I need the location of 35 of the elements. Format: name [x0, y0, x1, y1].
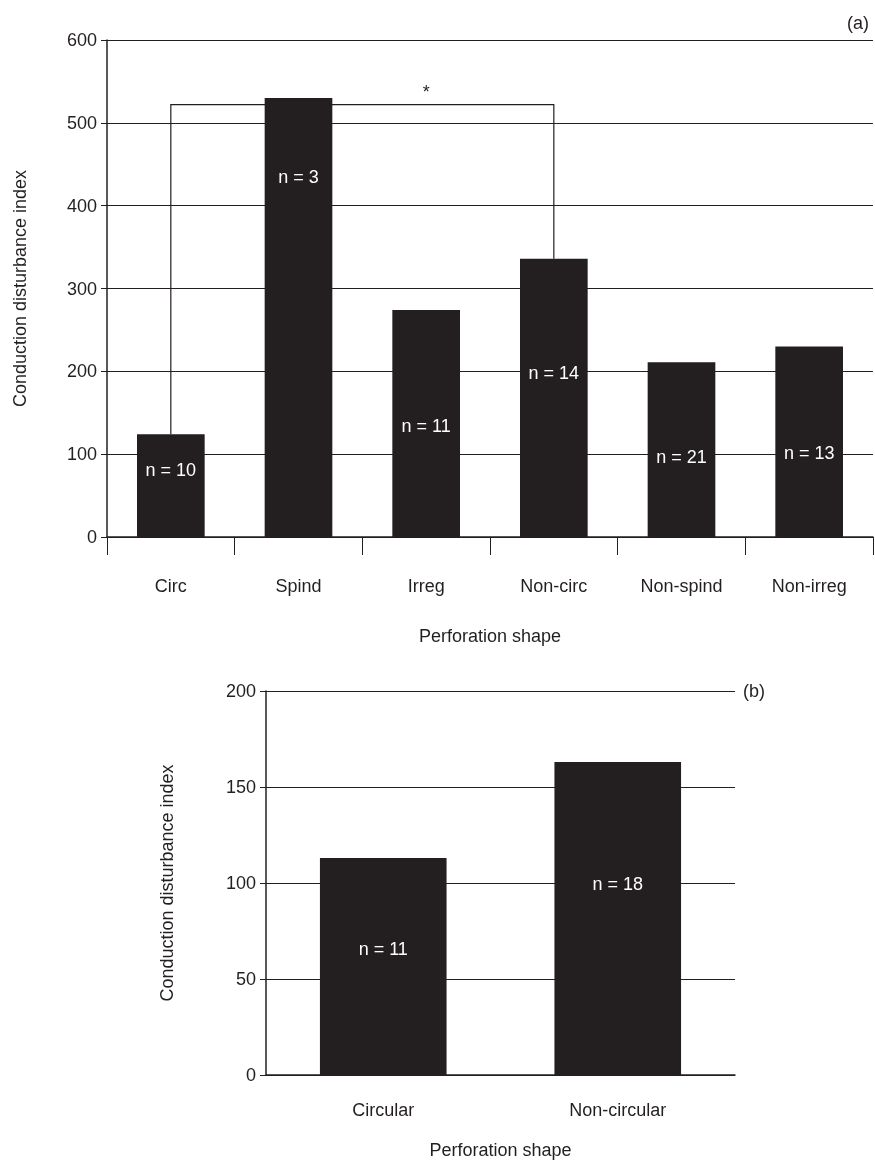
y-axis-title: Conduction disturbance index	[10, 169, 30, 408]
text: (a)	[847, 13, 869, 33]
annotation: n = 11	[401, 415, 451, 436]
y-tick-label: 0	[86, 527, 97, 547]
annotation: n = 21	[656, 446, 707, 467]
annotation: *	[422, 81, 430, 102]
annotation: n = 10	[145, 460, 197, 481]
y-tick-label: 300	[66, 278, 97, 299]
x-tick-label: Non-spind	[640, 576, 723, 596]
x-tick-label: Non-circ	[520, 576, 588, 596]
y-tick-label: 200	[66, 361, 97, 382]
text: (b)	[743, 681, 765, 701]
x-tick-label: Non-circular	[569, 1100, 667, 1120]
x-tick-label: Circ	[154, 576, 187, 596]
x-tick-label: Non-irreg	[771, 576, 847, 596]
y-tick-label: 100	[66, 444, 97, 465]
y-tick-label: 50	[235, 969, 256, 989]
annotation: n = 18	[592, 874, 644, 895]
y-tick-label: 600	[66, 30, 97, 50]
y-tick-label: 200	[225, 681, 256, 701]
x-axis-title: Perforation shape	[418, 626, 562, 646]
x-tick-label: Spind	[275, 576, 322, 596]
annotation: n = 13	[783, 443, 835, 464]
y-tick-label: 100	[225, 873, 256, 893]
y-tick-label: 400	[66, 195, 97, 216]
annotation: n = 14	[528, 362, 580, 383]
x-tick-label: Circular	[352, 1100, 415, 1120]
annotation: n = 11	[358, 939, 408, 960]
y-tick-label: 150	[225, 777, 256, 797]
x-axis-title: Perforation shape	[429, 1140, 572, 1160]
annotation: n = 3	[278, 167, 319, 188]
x-tick-label: Irreg	[407, 576, 445, 596]
y-tick-label: 500	[66, 112, 97, 133]
y-axis-title: Conduction disturbance index	[157, 764, 177, 1002]
y-tick-label: 0	[245, 1065, 256, 1085]
